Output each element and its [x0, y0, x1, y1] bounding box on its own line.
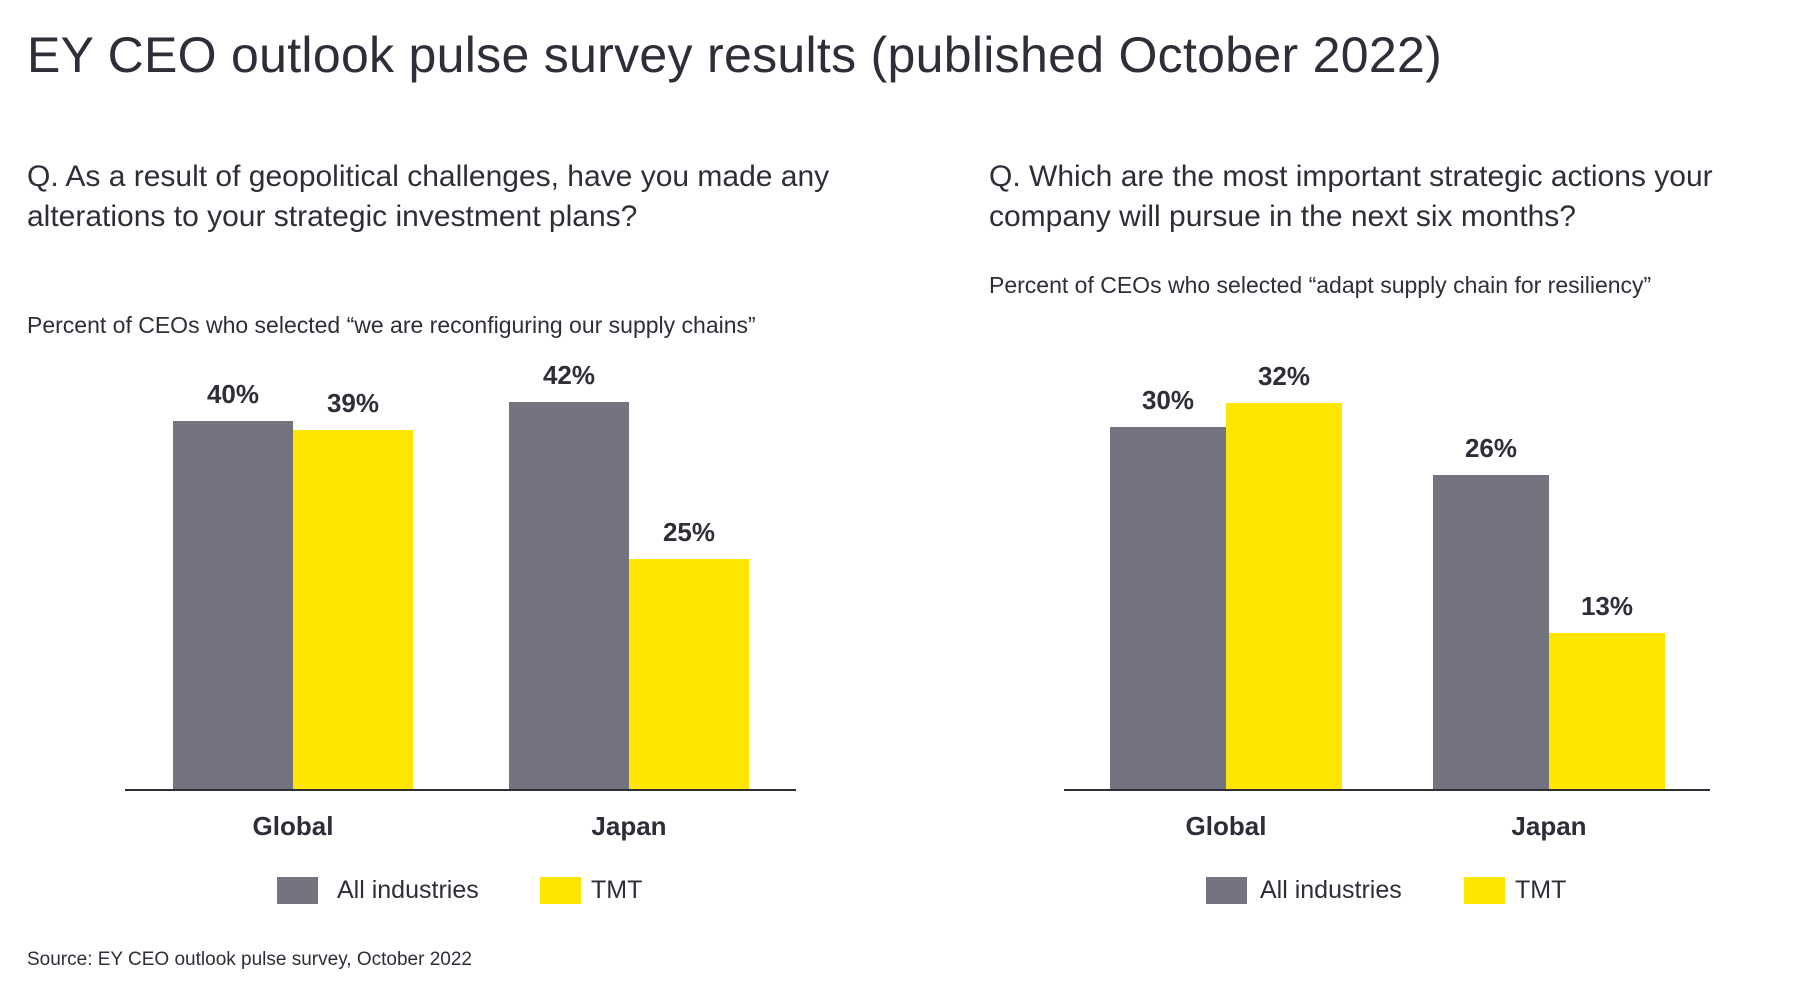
chart-2-question: Q. Which are the most important strategi… [989, 160, 1713, 233]
legend-swatch-tmt [540, 877, 581, 904]
source-note: Source: EY CEO outlook pulse survey, Oct… [27, 949, 472, 970]
chart-1-subtitle: Percent of CEOs who selected “we are rec… [27, 312, 756, 338]
data-label: 25% [662, 517, 716, 548]
bar-japan-tmt [1549, 632, 1665, 790]
legend-swatch-tmt [1464, 877, 1505, 904]
data-label: 32% [1257, 360, 1311, 391]
bar-global-tmt [293, 430, 413, 790]
legend-label: All industries [1260, 876, 1402, 904]
bar-japan-all-industries [1433, 475, 1549, 790]
legend-swatch-all-industries [1206, 877, 1247, 904]
bar-global-all-industries [173, 420, 293, 790]
data-label: 42% [542, 360, 596, 391]
chart-1-question: Q. As a result of geopolitical challenge… [27, 160, 830, 233]
legend-swatch-all-industries [277, 877, 318, 904]
category-label: Global [1185, 811, 1267, 841]
x-axis-line [1064, 789, 1710, 791]
legend-label: TMT [1515, 876, 1567, 904]
legend-label: TMT [591, 876, 643, 904]
chart-2-subtitle: Percent of CEOs who selected “adapt supp… [989, 272, 1652, 298]
page-title: EY CEO outlook pulse survey results (pub… [27, 27, 1443, 83]
legend-label: All industries [337, 876, 479, 904]
bar-japan-all-industries [509, 402, 629, 790]
bar-global-all-industries [1110, 427, 1226, 790]
data-label: 13% [1580, 590, 1634, 621]
data-label: 30% [1141, 385, 1195, 415]
data-label: 39% [326, 388, 380, 419]
data-label: 26% [1464, 433, 1518, 464]
data-label: 40% [206, 378, 260, 409]
category-label: Global [252, 811, 334, 841]
x-axis-line [125, 789, 796, 791]
category-label: Japan [591, 811, 667, 841]
bar-global-tmt [1226, 402, 1342, 790]
category-label: Japan [1511, 811, 1587, 841]
bar-japan-tmt [629, 559, 749, 790]
